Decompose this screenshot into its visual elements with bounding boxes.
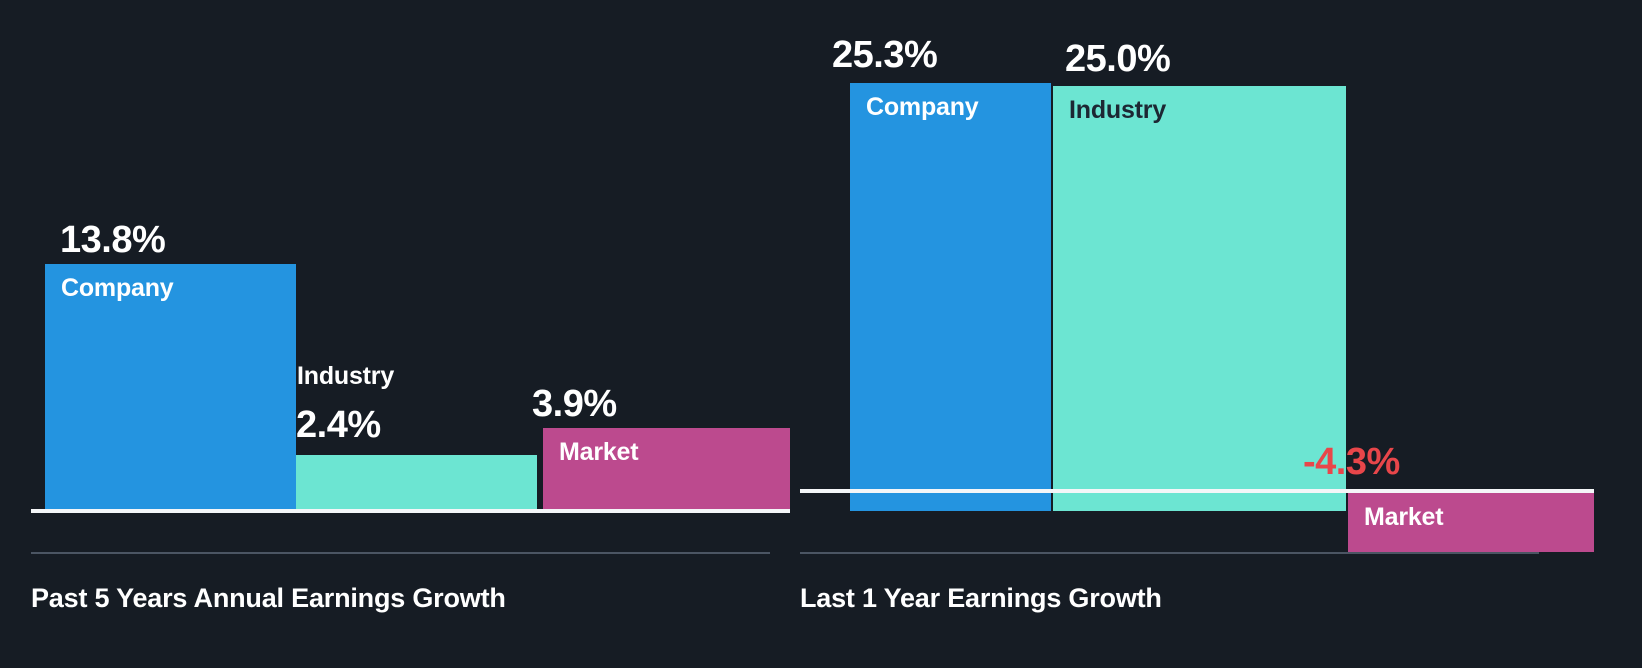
bar-value-market: 3.9% bbox=[532, 383, 617, 425]
zero-baseline-past-5-years bbox=[31, 509, 790, 513]
bar-industry-last-1-year[interactable]: Industry bbox=[1053, 86, 1346, 511]
bar-value-market: -4.3% bbox=[1303, 441, 1400, 483]
bar-industry-past-5-years[interactable] bbox=[296, 455, 537, 511]
zero-baseline-last-1-year bbox=[800, 489, 1594, 493]
bar-label-market: Market bbox=[559, 438, 639, 466]
plot-area-past-5-years: Company 13.8% Industry 2.4% Market 3.9% bbox=[0, 0, 800, 511]
panel-title-last-1-year: Last 1 Year Earnings Growth bbox=[800, 583, 1162, 613]
bar-label-company: Company bbox=[61, 274, 174, 302]
bar-label-industry: Industry bbox=[1069, 96, 1167, 124]
bar-company-past-5-years[interactable]: Company bbox=[45, 264, 296, 511]
bar-label-market: Market bbox=[1364, 503, 1444, 531]
panel-separator-last-1-year bbox=[800, 552, 1539, 554]
bar-value-company: 25.3% bbox=[832, 34, 938, 76]
panel-title-past-5-years: Past 5 Years Annual Earnings Growth bbox=[31, 583, 506, 613]
panel-last-1-year: Company 25.3% Industry 25.0% -4.3% Marke… bbox=[800, 0, 1642, 668]
bar-market-last-1-year[interactable]: Market bbox=[1348, 493, 1594, 552]
bar-value-industry: 2.4% bbox=[296, 404, 381, 446]
bar-label-industry: Industry bbox=[297, 362, 395, 390]
bar-value-industry: 25.0% bbox=[1065, 38, 1171, 80]
bar-market-past-5-years[interactable]: Market bbox=[543, 428, 790, 511]
bar-company-last-1-year[interactable]: Company bbox=[850, 83, 1051, 511]
plot-area-last-1-year: Company 25.3% Industry 25.0% -4.3% bbox=[800, 0, 1642, 511]
panel-separator-past-5-years bbox=[31, 552, 770, 554]
bar-label-company: Company bbox=[866, 93, 979, 121]
panel-past-5-years: Company 13.8% Industry 2.4% Market 3.9% … bbox=[0, 0, 800, 668]
bar-value-company: 13.8% bbox=[60, 219, 166, 261]
